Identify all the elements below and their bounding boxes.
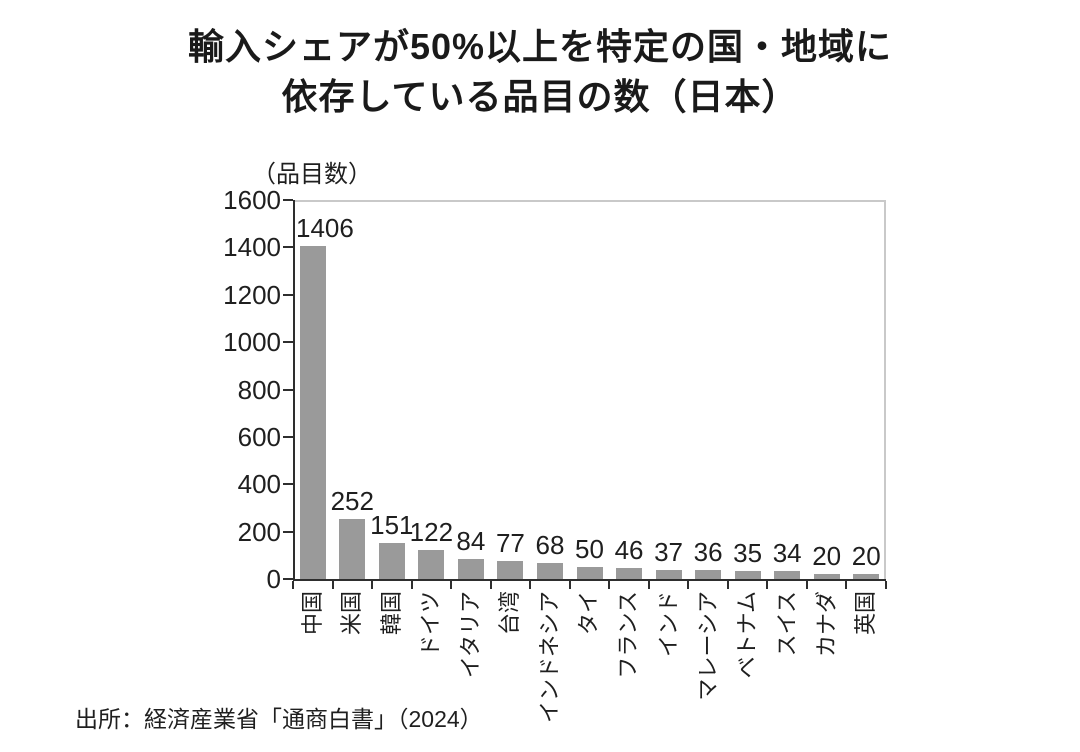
y-axis-tick <box>283 293 293 296</box>
x-axis-tick <box>371 581 373 589</box>
bar-value-label: 46 <box>614 535 644 566</box>
bar <box>576 567 603 579</box>
y-axis-tick-label: 400 <box>237 469 281 500</box>
y-axis-tick-label: 1600 <box>223 185 281 215</box>
x-axis-label: ベトナム <box>734 591 760 679</box>
bar <box>853 574 880 579</box>
x-axis-tick <box>411 581 413 589</box>
bar <box>616 568 643 579</box>
y-axis-line <box>293 200 295 581</box>
x-axis-tick <box>529 581 531 589</box>
plot-border-right <box>884 200 886 581</box>
y-axis-tick <box>283 388 293 391</box>
bar <box>378 543 405 579</box>
x-axis-label: ドイツ <box>418 591 444 658</box>
x-axis-tick <box>727 581 729 589</box>
plot-border-top <box>293 200 886 202</box>
x-axis-line <box>293 579 886 581</box>
x-axis-tick <box>766 581 768 589</box>
y-axis-tick-label: 1200 <box>223 279 281 310</box>
bar <box>695 570 722 579</box>
bar <box>813 574 840 579</box>
plot-area: 中国 米国 韓国 ドイツ イタリア 台湾 インドネシア タイ フランス インド マレーシア ベトナムス… <box>223 185 887 723</box>
y-axis-tick-label: 0 <box>266 564 281 594</box>
x-axis-label: マレーシア <box>695 591 721 701</box>
chart-title-line-1: 輸入シェアが50%以上を特定の国・地域に <box>187 26 893 67</box>
bar-value-label: 77 <box>495 527 525 558</box>
bar <box>655 570 682 579</box>
x-axis-label: 英国 <box>853 591 879 636</box>
x-axis-label: 中国 <box>299 591 325 636</box>
chart-title: 輸入シェアが50%以上を特定の国・地域に 依存している品目の数（日本） <box>0 22 1080 122</box>
x-axis-label: タイ <box>576 591 602 636</box>
y-axis-tick <box>283 246 293 249</box>
x-axis-tick <box>648 581 650 589</box>
x-axis-label: カナダ <box>813 591 839 658</box>
x-axis-tick <box>450 581 452 589</box>
bar <box>457 559 484 579</box>
x-axis-tick <box>292 581 294 589</box>
y-axis-tick-label: 800 <box>237 374 281 405</box>
x-axis-tick <box>885 581 887 589</box>
y-axis-tick <box>283 530 293 533</box>
x-axis-label: 台湾 <box>497 591 523 636</box>
x-axis-label: スイス <box>774 591 800 657</box>
x-axis-tick <box>569 581 571 589</box>
x-axis-label: インドネシア <box>536 591 562 724</box>
bar-value-label: 20 <box>812 541 842 572</box>
bar-value-label: 68 <box>535 529 565 560</box>
chart-title-line-2: 依存している品目の数（日本） <box>281 76 799 117</box>
bar-value-label: 151 <box>370 510 414 541</box>
bar-value-label: 35 <box>733 537 763 568</box>
x-axis-label: インド <box>655 591 681 658</box>
x-axis-tick <box>490 581 492 589</box>
y-axis-tick <box>283 435 293 438</box>
y-axis-tick-label: 1000 <box>223 327 281 358</box>
y-axis-tick-label: 600 <box>237 421 281 452</box>
bar <box>339 519 366 579</box>
x-axis-label: 韓国 <box>378 591 404 636</box>
bar <box>774 570 801 579</box>
bar-value-label: 252 <box>330 486 374 517</box>
x-axis-label: 米国 <box>339 591 365 636</box>
bar <box>734 570 761 579</box>
y-axis-tick <box>283 483 293 486</box>
bar-value-label: 20 <box>851 541 881 572</box>
bar-value-label: 122 <box>409 517 454 548</box>
y-axis-tick-label: 1400 <box>223 232 281 263</box>
x-axis-tick <box>845 581 847 589</box>
bar-value-label: 36 <box>693 537 723 568</box>
bar <box>418 550 445 579</box>
y-axis-tick-label: 200 <box>237 516 281 547</box>
x-axis-tick <box>608 581 610 589</box>
x-axis-tick <box>806 581 808 589</box>
y-axis-tick <box>283 341 293 344</box>
bar-value-label: 84 <box>456 526 486 557</box>
x-axis-tick <box>687 581 689 589</box>
y-axis-tick <box>283 578 293 580</box>
y-axis-tick <box>283 199 293 201</box>
x-axis-tick <box>332 581 334 589</box>
bar-value-label: 50 <box>575 534 604 565</box>
bar-value-label: 34 <box>772 537 802 568</box>
bar <box>536 562 563 579</box>
bar <box>497 560 524 579</box>
x-axis-label: フランス <box>616 591 642 679</box>
x-axis-label: イタリア <box>457 591 483 679</box>
bar-value-label: 1406 <box>296 212 354 243</box>
bar <box>299 245 326 579</box>
source-note: 出所：経済産業省「通商白書」（2024） <box>75 706 483 732</box>
bar-value-label: 37 <box>654 537 684 568</box>
y-axis-unit-label: （品目数） <box>252 161 372 188</box>
